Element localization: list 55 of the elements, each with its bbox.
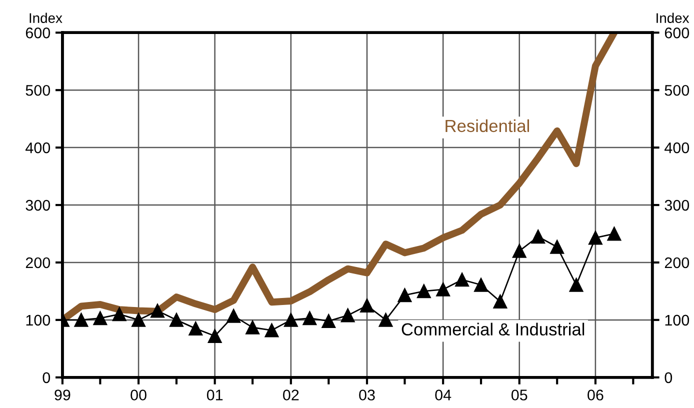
point — [208, 329, 222, 343]
point — [226, 308, 241, 323]
point — [93, 311, 108, 326]
point — [302, 311, 317, 326]
y2-tick-label: 200 — [664, 257, 690, 268]
point — [246, 320, 260, 334]
y2-tick-label: 100 — [665, 314, 690, 326]
point — [378, 312, 393, 327]
x-tick-label: 01 — [206, 390, 223, 400]
y2-tick-label: 400 — [664, 142, 690, 154]
point — [340, 308, 355, 322]
point — [322, 314, 336, 328]
point — [150, 304, 164, 318]
x-tick-label: 00 — [130, 390, 146, 400]
x-tick-label: 02 — [283, 390, 299, 400]
point — [474, 278, 488, 292]
x-tick-label: 06 — [588, 390, 604, 400]
point — [264, 323, 279, 338]
y-tick-label: 100 — [26, 314, 50, 326]
point — [607, 226, 622, 241]
x-tick-label: 03 — [359, 390, 375, 400]
point — [436, 282, 450, 296]
x-tick-label: 99 — [54, 390, 70, 400]
point — [170, 312, 184, 327]
point — [550, 240, 564, 254]
x-tick-label: 04 — [435, 390, 452, 400]
point — [512, 244, 526, 258]
point — [588, 230, 602, 245]
y-tick-label: 200 — [26, 257, 50, 268]
y2-tick-label: 0 — [664, 372, 672, 384]
y-tick-label: 500 — [26, 84, 50, 96]
point — [455, 272, 469, 287]
point — [569, 278, 584, 292]
y2-tick-label: 600 — [664, 28, 690, 38]
point — [493, 294, 508, 308]
series-label: Commercial & Industrial — [402, 322, 584, 336]
x-tick-label: 05 — [511, 390, 528, 400]
y2-tick-label: 300 — [664, 200, 690, 211]
y2-axis-title: Index — [656, 12, 690, 23]
point — [188, 322, 203, 336]
y-tick-label: 400 — [26, 142, 50, 154]
y2-tick-label: 500 — [664, 84, 690, 96]
point — [398, 288, 412, 302]
y-tick-label: 300 — [26, 200, 50, 211]
series-label: Residential — [446, 119, 529, 132]
point — [360, 298, 374, 313]
y-tick-label: 0 — [42, 372, 50, 384]
y-axis-title: Index — [30, 12, 62, 23]
point — [531, 230, 546, 244]
point — [284, 312, 298, 327]
point — [74, 312, 88, 327]
y-tick-label: 600 — [26, 28, 50, 38]
point — [416, 284, 431, 298]
point — [132, 312, 146, 327]
point — [112, 307, 126, 322]
